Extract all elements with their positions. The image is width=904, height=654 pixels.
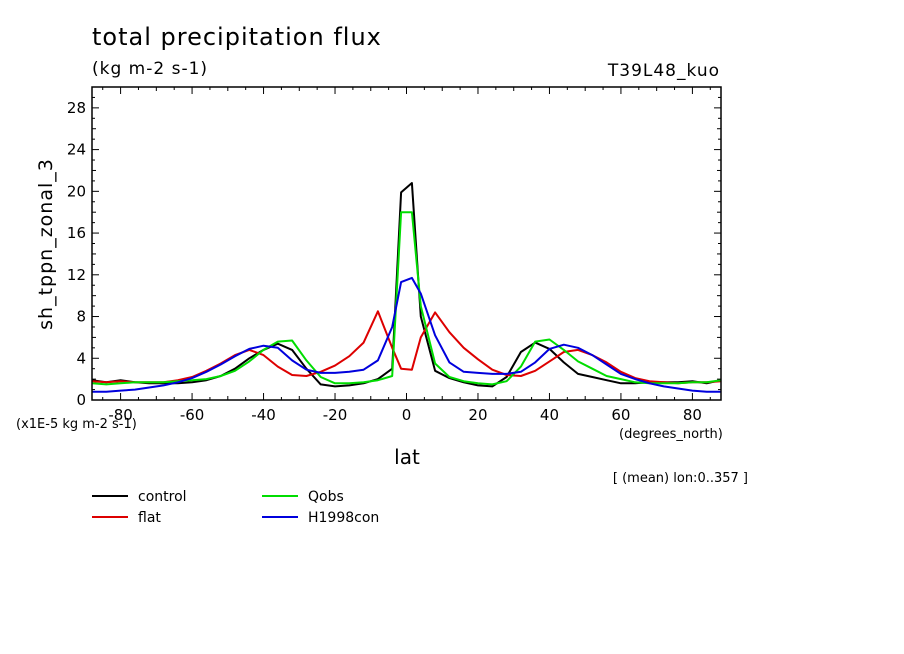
x-tick-label: -60 — [180, 406, 205, 424]
legend-label-qobs: Qobs — [308, 489, 344, 505]
y-tick-label: 0 — [76, 391, 86, 409]
series-line-h1998con — [92, 276, 721, 393]
y-scale-note: (x1E-5 kg m-2 s-1) — [16, 417, 137, 432]
y-tick-label: 24 — [67, 141, 86, 159]
series-line-qobs — [91, 211, 722, 386]
x-tick-label: 60 — [611, 406, 630, 424]
plot-frame — [91, 86, 722, 401]
x-tick-label: 80 — [683, 406, 702, 424]
series-layer — [91, 182, 722, 393]
x-tick-label: -80 — [108, 406, 133, 424]
legend-label-control: control — [138, 489, 187, 505]
chart-title: total precipitation flux — [92, 23, 382, 51]
x-tick-label: 0 — [402, 406, 412, 424]
x-axis-label: lat — [394, 445, 420, 469]
y-tick-label: 28 — [67, 99, 86, 117]
x-tick-label: -40 — [251, 406, 276, 424]
legend: control flat Qobs H1998con — [92, 489, 379, 526]
y-axis-ticks: 0 4 8 12 16 20 24 28 — [67, 96, 721, 409]
series-line-flat — [91, 310, 722, 385]
y-tick-label: 4 — [76, 349, 86, 367]
x-tick-label: 20 — [468, 406, 487, 424]
x-axis-ticks: -80 -60 -40 -20 0 20 40 60 80 — [102, 87, 711, 424]
x-tick-label: -20 — [323, 406, 348, 424]
averaging-note: [ (mean) lon:0..357 ] — [613, 471, 748, 486]
y-tick-label: 8 — [76, 308, 86, 326]
x-units-label: (degrees_north) — [619, 427, 723, 442]
legend-label-flat: flat — [138, 510, 161, 526]
x-tick-label: 40 — [540, 406, 559, 424]
series-line-control — [91, 182, 722, 388]
run-label: T39L48_kuo — [607, 61, 720, 81]
chart-subtitle: (kg m-2 s-1) — [92, 59, 208, 79]
y-tick-label: 16 — [67, 224, 86, 242]
legend-label-h1998con: H1998con — [308, 510, 379, 526]
y-tick-label: 12 — [67, 266, 86, 284]
y-tick-label: 20 — [67, 182, 86, 200]
y-axis-label: sh_tppn_zonal_3 — [35, 158, 57, 330]
